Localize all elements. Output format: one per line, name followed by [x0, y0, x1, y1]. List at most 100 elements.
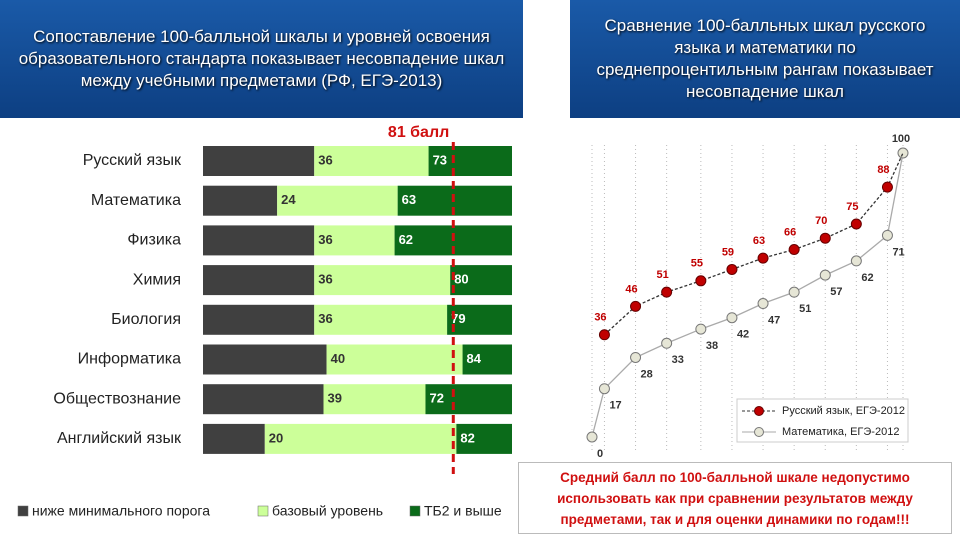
point-label: 63 — [753, 235, 765, 247]
legend-label: базовый уровень — [272, 503, 383, 519]
min-label: 36 — [318, 232, 332, 247]
point — [630, 300, 642, 312]
bar-tb2 — [450, 265, 512, 296]
point-label: 57 — [830, 286, 842, 298]
point — [661, 337, 673, 349]
min-label: 39 — [328, 391, 342, 406]
point — [598, 329, 610, 341]
category-label: Информатика — [78, 351, 181, 368]
bar-tb2 — [397, 185, 512, 216]
bar-below-min — [203, 344, 327, 375]
point — [695, 275, 707, 287]
legend-label: Русский язык, ЕГЭ-2012 — [782, 405, 905, 417]
min-label: 36 — [318, 311, 332, 326]
min-label: 20 — [269, 430, 283, 445]
bar-below-min — [203, 146, 315, 176]
category-label: Математика — [91, 192, 181, 209]
point — [850, 218, 862, 230]
point-label: 66 — [784, 226, 796, 238]
tb2-label: 80 — [454, 272, 468, 287]
point-label: 28 — [641, 368, 653, 380]
point-label: 33 — [672, 354, 684, 366]
bar-below-min — [203, 185, 278, 216]
point — [630, 351, 642, 363]
bar-tb2 — [428, 146, 512, 176]
bar-base — [314, 225, 395, 256]
legend-label: ТБ2 и выше — [424, 503, 502, 519]
point — [726, 263, 738, 275]
legend-label: ниже минимального порога — [32, 503, 210, 519]
point-label: 42 — [737, 329, 749, 341]
min-label: 36 — [318, 152, 332, 167]
category-label: Биология — [111, 311, 181, 328]
point-label: 70 — [815, 215, 827, 227]
bar-tb2 — [456, 423, 512, 454]
point-label: 51 — [799, 303, 811, 315]
point — [757, 298, 769, 310]
bar-base — [277, 185, 398, 216]
point-label: 46 — [625, 283, 637, 295]
legend-marker — [754, 406, 764, 416]
point — [586, 431, 598, 443]
point — [897, 147, 909, 159]
legend-swatch — [17, 505, 29, 517]
bar-base — [314, 265, 451, 296]
legend-label: Математика, ЕГЭ-2012 — [782, 426, 899, 438]
point — [695, 323, 707, 335]
bar-base — [314, 146, 429, 176]
point — [881, 229, 893, 241]
bar-base — [326, 344, 463, 375]
point — [757, 252, 769, 264]
point-label: 55 — [691, 258, 703, 270]
point-label: 59 — [722, 246, 734, 258]
series-line — [591, 152, 904, 438]
bar-below-min — [203, 225, 315, 256]
point-label: 47 — [768, 314, 780, 326]
bar-below-min — [203, 423, 265, 454]
right-title: Сравнение 100-балльных шкал русского язы… — [570, 0, 960, 118]
category-label: Английский язык — [57, 430, 182, 447]
point-label: 62 — [861, 272, 873, 284]
left-title: Сопоставление 100-балльной шкалы и уровн… — [0, 0, 523, 118]
min-label: 36 — [318, 272, 332, 287]
point — [850, 255, 862, 267]
bar-below-min — [203, 384, 324, 415]
note: Средний балл по 100-балльной шкале недоп… — [518, 462, 952, 534]
point — [819, 232, 831, 244]
point-label: 0 — [597, 448, 603, 460]
tb2-label: 62 — [399, 232, 413, 247]
category-label: Химия — [133, 271, 181, 288]
point-label: 38 — [706, 340, 718, 352]
point-label: 71 — [892, 246, 904, 258]
bar-below-min — [203, 265, 315, 296]
point-label: 88 — [877, 164, 889, 176]
tb2-label: 82 — [460, 430, 474, 445]
bar-base — [323, 384, 426, 415]
bar-base — [264, 423, 457, 454]
tb2-label: 73 — [433, 152, 447, 167]
point — [788, 286, 800, 298]
tb2-label: 63 — [402, 192, 416, 207]
threshold-label: 81 балл — [388, 124, 449, 141]
bar-tb2 — [462, 344, 512, 375]
point-label: 36 — [594, 312, 606, 324]
point-label: 100 — [892, 133, 910, 145]
point — [881, 181, 893, 193]
legend-box — [736, 398, 909, 443]
point — [598, 383, 610, 395]
point — [819, 269, 831, 281]
bar-base — [314, 304, 448, 335]
bar-tb2 — [425, 384, 512, 415]
legend-swatch — [409, 505, 421, 517]
min-label: 40 — [331, 351, 345, 366]
category-label: Физика — [127, 232, 181, 249]
bar-tb2 — [447, 304, 512, 335]
point — [788, 244, 800, 256]
legend-marker — [754, 427, 764, 437]
tb2-label: 72 — [429, 391, 443, 406]
point-label: 75 — [846, 201, 858, 213]
bar-below-min — [203, 304, 315, 335]
point-label: 17 — [609, 400, 621, 412]
